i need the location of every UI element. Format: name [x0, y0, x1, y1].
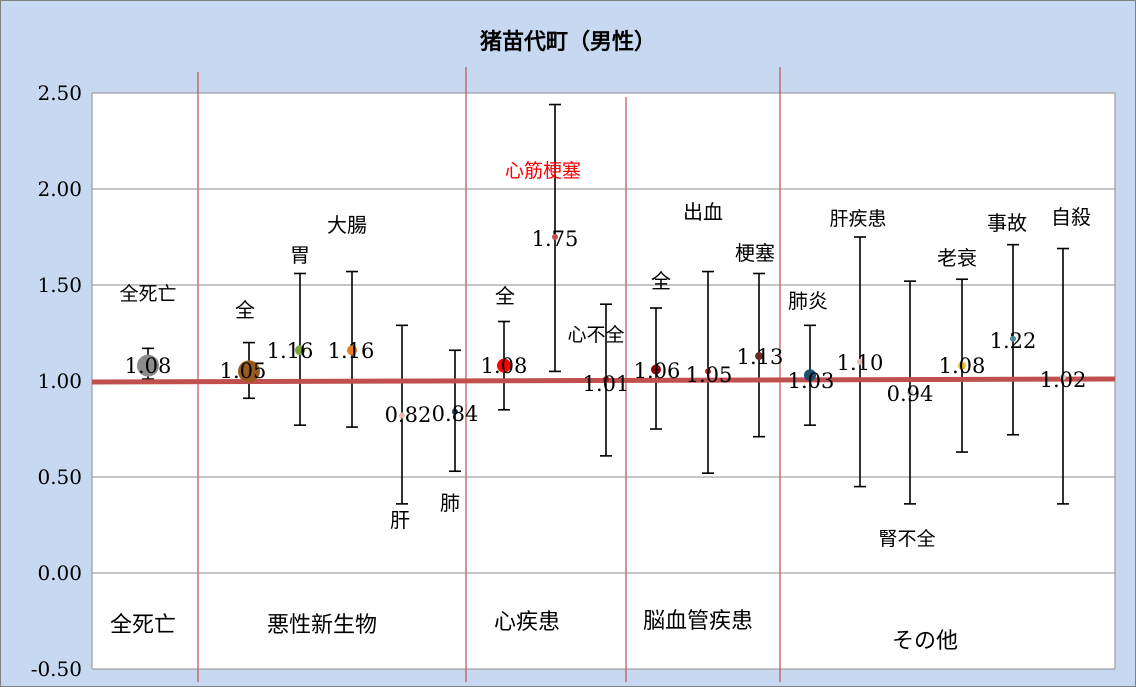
data-point: [452, 408, 458, 415]
category-label: 老衰: [937, 246, 977, 270]
data-label: 0.84: [432, 402, 479, 426]
category-label: 肺炎: [788, 289, 828, 313]
data-label: 1.03: [788, 369, 835, 393]
group-label: 悪性新生物: [267, 613, 377, 638]
data-label: 1.05: [220, 359, 267, 383]
data-point: [1060, 374, 1066, 381]
data-point: [603, 376, 609, 383]
category-label: 大腸: [327, 213, 367, 237]
data-label: 1.08: [481, 354, 528, 378]
category-label: 肺: [440, 491, 460, 515]
chart-title: 猪苗代町（男性）: [480, 29, 656, 55]
data-label: 1.01: [583, 372, 630, 396]
category-label: 全: [235, 298, 255, 322]
data-label: 1.06: [634, 359, 681, 383]
group-label: 脳血管疾患: [643, 609, 753, 634]
data-point: [347, 345, 357, 356]
category-label: 全死亡: [119, 283, 176, 305]
data-point: [804, 369, 816, 382]
category-label: 全: [495, 284, 515, 308]
y-tick-label: 2.50: [37, 81, 82, 105]
data-point: [295, 345, 305, 356]
data-label: 0.94: [887, 382, 934, 406]
category-label: 肝疾患: [829, 208, 886, 230]
y-tick-label: 0.00: [37, 561, 82, 585]
category-label: 事故: [987, 211, 1027, 235]
group-label: 心疾患: [494, 610, 560, 635]
data-label: 1.16: [267, 339, 314, 363]
data-label: 1.22: [990, 329, 1037, 353]
category-label: 心不全: [567, 324, 624, 346]
category-label: 出血: [683, 200, 723, 224]
data-point: [1010, 335, 1016, 342]
y-tick-label: 1.00: [37, 369, 82, 393]
data-point: [958, 361, 966, 370]
data-point: [238, 360, 260, 383]
category-label: 胃: [290, 243, 310, 267]
category-label: 心筋梗塞: [505, 160, 581, 182]
data-label: 1.02: [1040, 368, 1087, 392]
data-label: 1.05: [686, 363, 733, 387]
data-label: 1.16: [328, 339, 375, 363]
data-label: 1.13: [737, 345, 784, 369]
category-label: 梗塞: [735, 241, 775, 265]
data-point: [137, 354, 159, 377]
y-tick-label: 2.00: [37, 177, 82, 201]
category-label: 腎不全: [878, 528, 935, 550]
group-label: 全死亡: [110, 613, 176, 638]
data-point: [552, 234, 558, 240]
data-point: [497, 358, 511, 373]
data-label: 1.10: [837, 351, 884, 375]
y-tick-label: 1.50: [37, 273, 82, 297]
data-point: [399, 412, 405, 419]
data-point: [705, 368, 711, 375]
data-point: [755, 352, 763, 361]
y-tick-label: 0.50: [37, 465, 82, 489]
group-label: その他: [892, 629, 958, 654]
data-point: [857, 358, 863, 365]
data-label: 1.08: [939, 354, 986, 378]
data-point: [651, 364, 661, 375]
data-point: [907, 389, 913, 396]
category-label: 自殺: [1051, 205, 1091, 229]
data-label: 1.75: [532, 227, 579, 251]
data-label: 0.82: [385, 403, 432, 427]
data-label: 1.08: [125, 354, 172, 378]
y-tick-label: -0.50: [31, 657, 82, 681]
category-label: 全: [651, 269, 671, 293]
category-label: 肝: [390, 508, 410, 532]
